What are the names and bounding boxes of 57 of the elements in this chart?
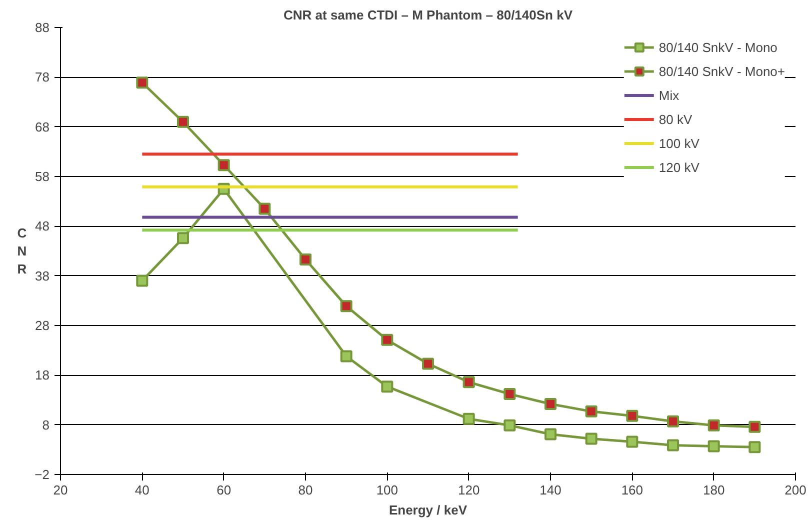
point	[626, 410, 638, 422]
y-tick-label: 8	[42, 417, 50, 432]
x-tick-label: 200	[784, 482, 806, 498]
point	[136, 76, 148, 89]
y-tick-label: 38	[35, 268, 50, 284]
point	[626, 436, 638, 448]
y-tick-label: 58	[35, 169, 50, 184]
legend-label: 80/140 SnkV - Mono	[658, 40, 778, 54]
point	[708, 419, 720, 432]
point	[667, 415, 679, 428]
point	[504, 419, 516, 432]
x-tick-label: 80	[298, 482, 313, 498]
legend-label: 80 kV	[658, 112, 692, 126]
point	[422, 358, 434, 370]
y-tick-label: 78	[35, 70, 50, 85]
point	[381, 334, 394, 346]
point	[544, 398, 556, 410]
legend-label: 120 kV	[658, 160, 700, 174]
x-tick-label: 40	[134, 482, 150, 498]
y-tick-label: 28	[35, 318, 50, 333]
point	[136, 274, 148, 287]
point	[748, 441, 761, 454]
legend-label: 80/140 SnkV - Mono+	[658, 64, 785, 78]
x-tick-label: 100	[376, 482, 398, 498]
point	[177, 232, 189, 244]
point	[667, 439, 679, 452]
point	[258, 202, 271, 215]
point	[708, 440, 720, 452]
chart-title: CNR at same CTDI – M Phantom – 80/140Sn kV	[284, 8, 573, 22]
point	[585, 432, 598, 445]
point	[462, 376, 475, 388]
x-tick-label: 20	[53, 482, 68, 498]
point	[300, 253, 312, 266]
x-tick-label: 180	[702, 482, 725, 498]
x-axis-title: Energy / keV	[388, 502, 468, 518]
x-tick-label: 60	[216, 482, 232, 498]
x-tick-label: 160	[621, 482, 644, 498]
x-tick-label: 120	[458, 482, 480, 498]
point	[340, 350, 352, 362]
y-tick-label: 48	[35, 218, 50, 234]
y-tick-label: 68	[35, 119, 50, 134]
point	[504, 388, 516, 400]
legend-label: Mix	[658, 88, 680, 102]
y-tick-label: −2	[34, 467, 50, 482]
point	[544, 428, 556, 440]
legend-label: 100 kV	[658, 136, 700, 150]
point	[340, 300, 352, 312]
x-tick-label: 140	[540, 482, 562, 498]
y-tick-label: 88	[35, 20, 50, 35]
point	[218, 159, 230, 172]
point	[177, 116, 189, 128]
y-tick-label: 18	[35, 368, 50, 383]
point	[462, 412, 475, 425]
y-axis-title: CNR	[17, 226, 28, 276]
point	[748, 420, 761, 433]
point	[585, 405, 598, 418]
point	[381, 380, 394, 393]
